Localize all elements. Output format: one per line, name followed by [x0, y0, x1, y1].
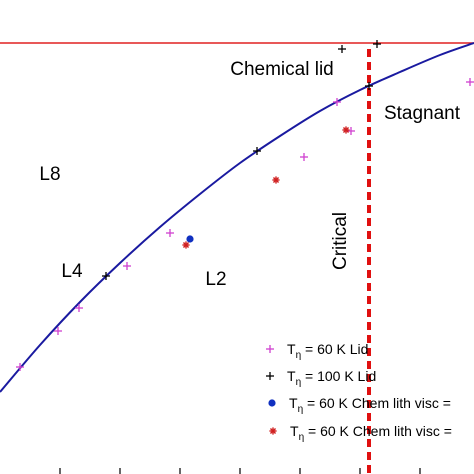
- series-1-point-4: [365, 82, 373, 90]
- annotation-label: Chemical lid: [230, 59, 333, 80]
- legend-label-t: T: [287, 341, 296, 357]
- series-0-point-0: [16, 363, 24, 371]
- series-0-point-2: [75, 304, 83, 312]
- legend-label-subscript: η: [296, 377, 302, 388]
- legend-label-subscript: η: [299, 432, 305, 443]
- legend-item-2: Tη = 60 K Chem lith visc =: [268, 395, 451, 415]
- legend-label-subscript: η: [296, 350, 302, 361]
- legend-label-t: T: [289, 395, 298, 411]
- legend-marker-1: [266, 372, 274, 380]
- legend-marker-2-dot: [268, 399, 276, 407]
- legend-marker-0: [266, 345, 274, 353]
- legend-item-0: Tη = 60 K Lid: [266, 341, 368, 361]
- series-0-point-8: [466, 78, 474, 86]
- legend-marker-2: [268, 399, 276, 407]
- series-0-point-4: [166, 229, 174, 237]
- legend-item-1: Tη = 100 K Lid: [266, 368, 376, 388]
- series-0-point-6: [347, 127, 355, 135]
- series-0-point-7: [333, 98, 341, 106]
- annotation-label: L2: [205, 269, 226, 290]
- legend-label-3: Tη = 60 K Chem lith visc =: [290, 423, 452, 443]
- series-0-point-1: [54, 327, 62, 335]
- legend-marker-3: [269, 427, 277, 435]
- legend-label-text: = 60 K Chem lith visc =: [304, 423, 452, 439]
- annotation-label: Critical: [330, 212, 351, 270]
- legend-label-1: Tη = 100 K Lid: [287, 368, 376, 388]
- legend-item-3: Tη = 60 K Chem lith visc =: [269, 423, 452, 443]
- series-3-point-1: [272, 176, 280, 184]
- series-3-point-2: [342, 126, 350, 134]
- legend-label-2: Tη = 60 K Chem lith visc =: [289, 395, 451, 415]
- series-1-point-0: [102, 272, 110, 280]
- legend-marker-3-ray: [269, 427, 277, 435]
- legend-label-0: Tη = 60 K Lid: [287, 341, 368, 361]
- legend-label-t: T: [290, 423, 299, 439]
- annotation-label: L8: [39, 164, 60, 185]
- legend-label-t: T: [287, 368, 296, 384]
- series-2-point-0-dot: [186, 235, 194, 243]
- series-0-point-5: [300, 153, 308, 161]
- legend-label-text: = 100 K Lid: [301, 368, 376, 384]
- series-3-point-1-ray: [272, 176, 280, 184]
- annotation-label: L4: [61, 261, 83, 282]
- series-0-point-3: [123, 262, 131, 270]
- series-3-point-0: [182, 241, 190, 249]
- series-3-point-2-ray: [342, 126, 350, 134]
- series-2-point-0: [186, 235, 194, 243]
- legend-label-text: = 60 K Lid: [301, 341, 368, 357]
- boundary-curve: [0, 42, 474, 393]
- annotation-label: Stagnant: [384, 103, 461, 124]
- series-3-point-0-ray: [182, 241, 190, 249]
- series-1-point-1: [253, 147, 261, 155]
- legend-label-subscript: η: [298, 404, 304, 415]
- series-1-point-3: [373, 40, 381, 48]
- legend-label-text: = 60 K Chem lith visc =: [303, 395, 451, 411]
- series-1-point-2: [338, 45, 346, 53]
